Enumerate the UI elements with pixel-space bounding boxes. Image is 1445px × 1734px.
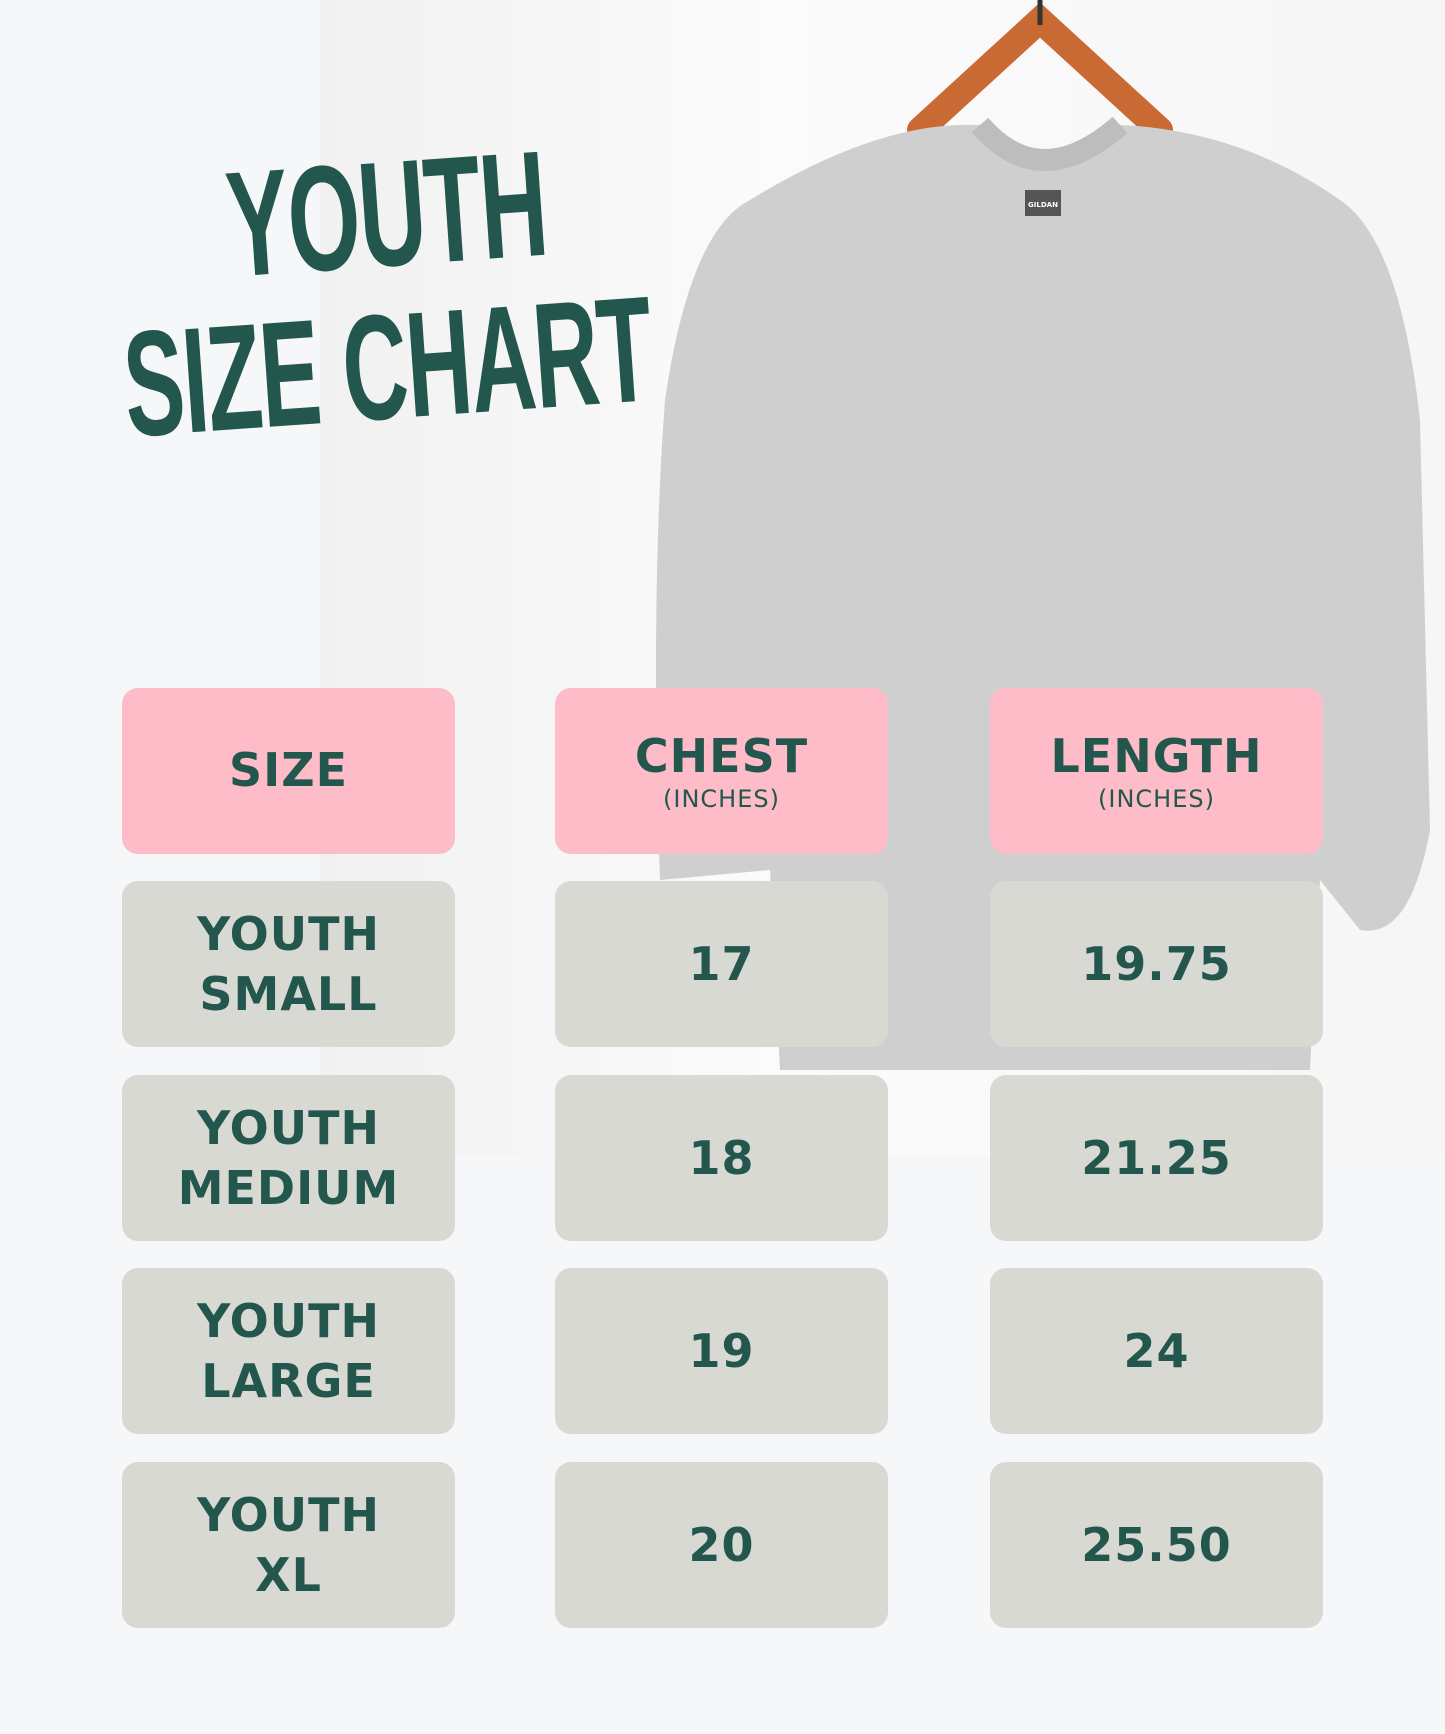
length-cell: 19.75 (990, 881, 1323, 1047)
length-value: 21.25 (1081, 1131, 1232, 1185)
length-value: 19.75 (1081, 937, 1232, 991)
size-line-2: SMALL (199, 967, 378, 1021)
chest-cell: 18 (555, 1075, 888, 1241)
chest-value: 20 (688, 1518, 755, 1572)
chest-cell: 17 (555, 881, 888, 1047)
size-cell: YOUTH SMALL (122, 881, 455, 1047)
header-label: SIZE (228, 743, 349, 798)
length-cell: 25.50 (990, 1462, 1323, 1628)
header-label: CHEST (634, 729, 809, 784)
size-line-2: XL (255, 1548, 322, 1602)
size-cell: YOUTH MEDIUM (122, 1075, 455, 1241)
length-cell: 21.25 (990, 1075, 1323, 1241)
chest-cell: 19 (555, 1268, 888, 1434)
size-line-1: YOUTH (196, 1101, 380, 1155)
chest-value: 18 (688, 1131, 755, 1185)
header-unit: (INCHES) (1098, 784, 1215, 813)
chest-value: 19 (688, 1324, 755, 1378)
size-line-1: YOUTH (196, 1488, 380, 1542)
title-line-2: SIZE CHART (118, 264, 657, 469)
length-value: 25.50 (1081, 1518, 1232, 1572)
length-cell: 24 (990, 1268, 1323, 1434)
chest-value: 17 (688, 937, 755, 991)
header-size: SIZE (122, 688, 455, 854)
header-label: LENGTH (1050, 729, 1263, 784)
header-unit: (INCHES) (663, 784, 780, 813)
brand-tag-text: GILDAN (1028, 201, 1058, 209)
size-cell: YOUTH XL (122, 1462, 455, 1628)
brand-tag (1025, 190, 1061, 216)
header-chest: CHEST (INCHES) (555, 688, 888, 854)
size-cell: YOUTH LARGE (122, 1268, 455, 1434)
size-line-2: LARGE (201, 1354, 376, 1408)
chest-cell: 20 (555, 1462, 888, 1628)
length-value: 24 (1123, 1324, 1190, 1378)
size-line-2: MEDIUM (177, 1161, 400, 1215)
size-line-1: YOUTH (196, 907, 380, 961)
size-line-1: YOUTH (196, 1294, 380, 1348)
header-length: LENGTH (INCHES) (990, 688, 1323, 854)
